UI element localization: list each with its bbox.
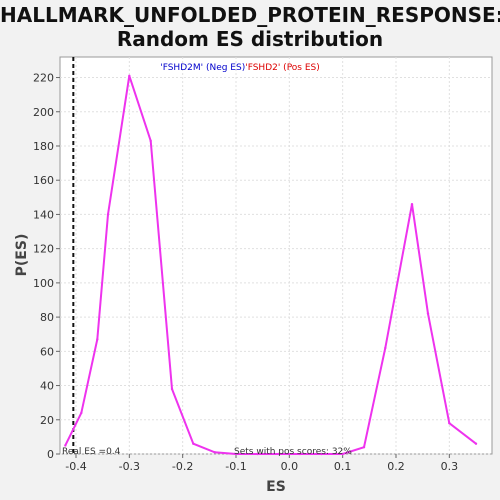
data-point xyxy=(384,346,387,350)
data-point xyxy=(234,452,238,456)
y-tick-label: 200 xyxy=(33,106,54,119)
legend: 'FSHD2M' (Neg ES)'FSHD2' (Pos ES) xyxy=(160,63,320,73)
x-tick-label: 0.2 xyxy=(387,460,405,473)
data-point xyxy=(213,451,216,454)
data-point xyxy=(128,74,131,78)
data-point xyxy=(426,312,430,315)
x-tick-label: 0.0 xyxy=(281,460,299,473)
x-tick-label: -0.4 xyxy=(65,460,86,473)
y-tick-label: 140 xyxy=(33,208,54,221)
pos-scores-annotation: Sets with pos scores: 32% xyxy=(234,447,352,457)
y-tick-label: 100 xyxy=(33,277,54,290)
y-tick-label: 60 xyxy=(40,345,54,358)
x-axis-ticks: -0.4 -0.3 -0.2 -0.1 0.0 0.1 0.2 0.3 xyxy=(65,454,458,473)
data-point xyxy=(277,452,280,456)
y-tick-label: 120 xyxy=(33,243,54,256)
y-tick-label: 160 xyxy=(33,174,54,187)
y-axis-title: P(ES) xyxy=(14,234,30,277)
y-axis-ticks: 0 20 40 60 80 100 120 140 160 180 200 220 xyxy=(33,72,60,461)
data-point xyxy=(474,442,478,445)
series-points xyxy=(64,74,478,456)
y-tick-label: 40 xyxy=(40,380,54,393)
x-tick-label: -0.2 xyxy=(172,460,193,473)
data-point xyxy=(341,452,344,456)
x-tick-label: 0.3 xyxy=(441,460,459,473)
chart-title-line-2: Random ES distribution xyxy=(116,27,384,51)
y-tick-label: 220 xyxy=(33,72,54,85)
data-point xyxy=(448,421,451,425)
x-tick-label: -0.1 xyxy=(225,460,246,473)
data-point xyxy=(80,411,83,415)
x-tick-label: -0.3 xyxy=(119,460,140,473)
y-tick-label: 20 xyxy=(40,414,54,427)
legend-neg: 'FSHD2M' (Neg ES) xyxy=(160,63,245,73)
data-point xyxy=(149,139,152,143)
x-axis-title: ES xyxy=(266,479,286,495)
data-point xyxy=(64,444,67,447)
legend-pos: 'FSHD2' (Pos ES) xyxy=(245,63,320,73)
data-point xyxy=(192,442,195,445)
data-point xyxy=(410,202,414,206)
data-point xyxy=(256,452,259,456)
y-tick-label: 180 xyxy=(33,140,54,153)
data-point xyxy=(170,387,174,391)
data-point xyxy=(106,213,110,216)
x-tick-label: 0.1 xyxy=(334,460,352,473)
data-point xyxy=(96,338,99,341)
real-es-annotation: Real ES =0.4 xyxy=(62,447,121,457)
data-point xyxy=(320,452,323,456)
data-point xyxy=(362,445,366,449)
chart-title-line-1: HALLMARK_UNFOLDED_PROTEIN_RESPONSE: xyxy=(0,3,500,27)
plot-area xyxy=(59,56,493,455)
grid-lines xyxy=(60,57,492,455)
data-point xyxy=(298,452,302,456)
y-tick-label: 0 xyxy=(47,448,54,461)
y-tick-label: 80 xyxy=(40,311,54,324)
